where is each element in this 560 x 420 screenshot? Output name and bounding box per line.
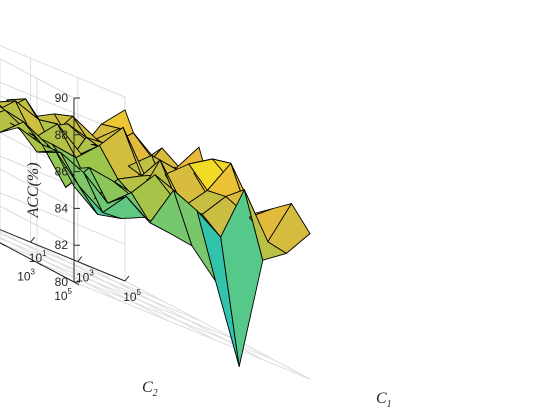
- y-tick-label-exponent: 3: [31, 267, 36, 276]
- x-tick-mark: [30, 236, 35, 243]
- x-tick-label-base: 10: [29, 251, 43, 265]
- z-tick-label: 88: [55, 128, 69, 142]
- y-tick-mark: [36, 261, 43, 266]
- x-axis-label-sub: 1: [387, 399, 392, 410]
- surface-layer: [0, 98, 311, 367]
- x-axis-label: C1: [376, 390, 392, 410]
- y-axis-label: C2: [142, 379, 158, 399]
- floor-gridline-x: [124, 280, 311, 380]
- grid-layer: [0, 45, 311, 380]
- surface-facet: [267, 203, 311, 254]
- z-tick-label: 82: [55, 238, 69, 252]
- floor-gridline-y: [0, 237, 200, 321]
- y-tick-label-exponent: 5: [68, 287, 73, 296]
- floor-gridline-y: [0, 233, 163, 302]
- floor-gridline-x: [0, 231, 169, 322]
- z-tick-label: 90: [55, 91, 69, 105]
- x-axis-label-letter: C: [376, 390, 387, 407]
- left-wall-gridline-z: [0, 168, 75, 209]
- x-tick-label-base: 10: [76, 271, 90, 285]
- x-tick-label: 105: [123, 288, 141, 304]
- left-wall-gridline-z: [0, 205, 75, 246]
- x-tick-label-base: 10: [123, 290, 137, 304]
- y-tick-mark: [73, 281, 80, 286]
- floor-gridline-x: [0, 236, 122, 302]
- y-axis-label-sub: 2: [153, 388, 158, 399]
- floor-gridline-x: [77, 261, 264, 361]
- y-tick-label-base: 10: [17, 269, 31, 283]
- x-tick-mark: [77, 256, 83, 262]
- floor-gridline-x: [30, 241, 216, 341]
- back-wall-gridline-z: [0, 192, 126, 245]
- back-wall-gridline-z: [0, 81, 126, 135]
- x-tick-label-exponent: 1: [42, 249, 47, 258]
- z-tick-label: 80: [55, 275, 69, 289]
- y-tick-label: 103: [17, 267, 35, 283]
- y-tick-mark: [0, 242, 6, 247]
- back-wall-gridline-z: [0, 45, 126, 98]
- z-tick-label: 84: [55, 201, 69, 215]
- x-tick-label-exponent: 5: [137, 288, 142, 297]
- x-tick-label: 101: [29, 249, 47, 265]
- x-tick-label: 103: [76, 269, 94, 285]
- y-axis-line: [0, 242, 75, 283]
- x-axis-line: [0, 229, 126, 282]
- floor-gridline-y: [0, 242, 237, 341]
- z-axis-label: ACC(%): [25, 162, 42, 218]
- x-tick-mark: [124, 275, 130, 282]
- y-tick-label-base: 10: [54, 289, 68, 303]
- axis-layer: 80828486889010-510-310-11011031051051031…: [0, 91, 142, 304]
- x-tick-label-exponent: 3: [89, 269, 94, 278]
- left-wall-gridline-z: [0, 58, 75, 99]
- z-tick-label: 86: [55, 165, 69, 179]
- left-wall-gridline-z: [0, 131, 75, 173]
- y-tick-label: 105: [54, 287, 72, 303]
- y-axis-label-letter: C: [142, 379, 153, 396]
- floor-gridline-y: [73, 281, 311, 380]
